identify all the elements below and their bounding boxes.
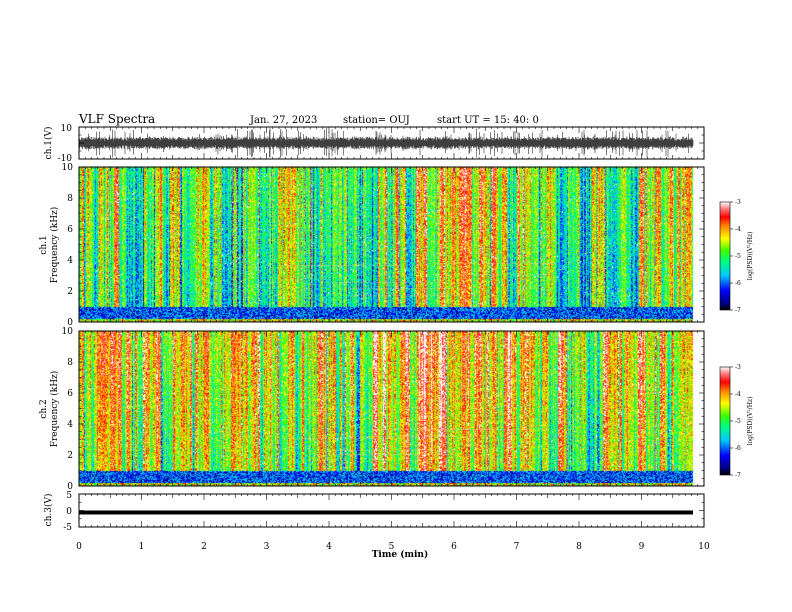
ch1-waveform-path [78,127,694,158]
y-tick-label: 10 [62,327,74,337]
colorbar-tick-label: -4 [735,226,741,233]
x-tick-label: 2 [201,542,207,552]
colorbar-tick-label: -6 [735,445,741,452]
ch1-colorbar: -3 -4 -5 -6 -7 log(PSD)(V²/Hz) [719,199,754,314]
x-tick-label: 10 [698,542,710,552]
ch1-waveform-ticks [78,126,705,160]
figure-title: VLF Spectra [78,112,155,126]
ch3-ytick-mid: 0 [66,507,72,517]
ch1-ytick-top: 10 [61,124,73,134]
date-label: Jan. 27, 2023 [249,115,317,126]
colorbar-tick-label: -5 [735,418,741,425]
x-tick-label: 1 [139,542,145,552]
ch2-colorbar-label: log(PSD)(V²/Hz) [747,397,754,446]
colorbar-tick-label: -5 [735,253,741,260]
ch3-ytick-bottom: -5 [63,523,72,533]
ch1-spectrogram-ticks [78,166,705,323]
x-tick-label: 8 [576,542,582,552]
time-axis-label: Time (min) [372,549,429,560]
ch1-waveform-panel: 10 -10 ch.1(V) [43,124,705,164]
y-tick-label: 4 [67,420,73,430]
colorbar-tick-label: -3 [735,364,741,371]
colorbar-tick-label: -6 [735,280,741,287]
x-tick-label: 4 [326,542,332,552]
y-tick-label: 8 [67,194,73,204]
y-tick-label: 2 [67,451,73,461]
colorbar-tick-label: -4 [735,391,741,398]
ch2-spectrogram-image [79,331,704,486]
x-tick-label: 7 [514,542,520,552]
ch2-spectrogram-ticks [78,330,705,487]
y-tick-label: 10 [62,163,74,173]
colorbar-tick-label: -3 [735,199,741,206]
colorbar-tick-label: -7 [735,472,741,479]
y-tick-label: 0 [67,318,73,328]
x-tick-label: 3 [264,542,270,552]
ch2-spectrogram-ylabel-channel: ch.2 [39,399,49,418]
y-tick-label: 2 [67,287,73,297]
ch1-spectrogram-ylabel-channel: ch.1 [39,235,49,254]
x-tick-label: 5 [389,542,395,552]
ch1-spectrogram-image [79,167,704,322]
y-tick-label: 8 [67,358,73,368]
x-tick-label: 0 [76,542,82,552]
x-tick-label: 9 [639,542,645,552]
ch1-waveform-trace [78,127,694,158]
time-axis-ticklabels: 0 1 2 3 4 5 6 7 8 9 10 [76,542,710,552]
ch3-waveform-ylabel: ch.3(V) [43,494,54,527]
y-tick-label: 6 [67,225,73,235]
ch1-colorbar-gradient [719,201,731,311]
ch1-spectrogram-panel: 0 2 4 6 8 10 ch.1 Frequency (kHz) [39,163,705,328]
ch2-spectrogram-yticklabels: 0 2 4 6 8 10 [62,327,74,492]
ch1-ytick-bottom: -10 [58,154,73,164]
ch3-waveform-panel: 5 0 -5 ch.3(V) [43,491,705,533]
ch1-colorbar-ticks: -3 -4 -5 -6 -7 [730,199,741,314]
x-tick-label: 6 [451,542,457,552]
ch2-spectrogram-panel: 0 2 4 6 8 10 ch.2 Frequency (kHz) [39,327,705,492]
ch1-spectrogram-ylabel: Frequency (kHz) [49,207,60,284]
ch1-waveform-ylabel: ch.1(V) [43,127,54,160]
start-time-label: start UT = 15: 40: 0 [437,115,539,126]
y-tick-label: 4 [67,256,73,266]
y-tick-label: 6 [67,389,73,399]
ch1-colorbar-label: log(PSD)(V²/Hz) [747,232,754,281]
ch2-colorbar: -3 -4 -5 -6 -7 log(PSD)(V²/Hz) [719,364,754,479]
ch3-ytick-top: 5 [66,491,72,501]
y-tick-label: 0 [67,482,73,492]
ch1-spectrogram-yticklabels: 0 2 4 6 8 10 [62,163,74,328]
station-label: station= OUJ [343,115,410,126]
ch3-waveform-trace [79,510,693,515]
ch2-colorbar-ticks: -3 -4 -5 -6 -7 [730,364,741,479]
ch2-spectrogram-ylabel: Frequency (kHz) [49,371,60,448]
ch3-waveform-ticks [78,493,705,528]
colorbar-tick-label: -7 [735,307,741,314]
ch2-colorbar-gradient [719,366,731,476]
